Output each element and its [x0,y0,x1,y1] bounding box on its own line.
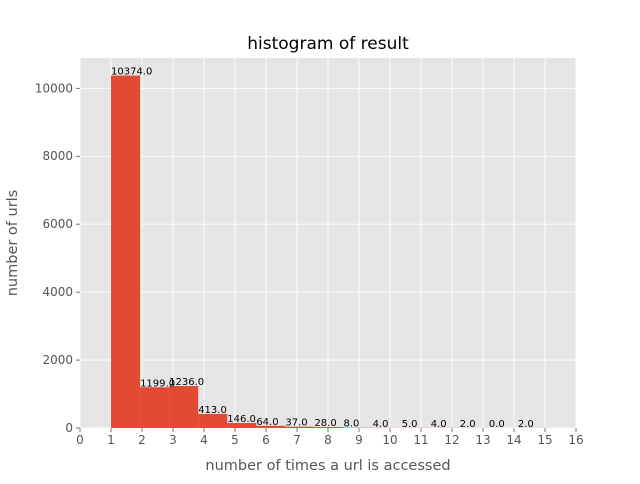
x-tick-label: 4 [200,433,208,447]
bar-value-label: 10374.0 [111,67,152,78]
bar-value-label: 5.0 [402,419,418,430]
bar-value-label: 146.0 [227,414,256,425]
bar-value-label: 37.0 [285,418,307,429]
x-tick-label: 11 [413,433,428,447]
x-tick-label: 9 [355,433,363,447]
x-tick-label: 12 [444,433,459,447]
x-tick-label: 5 [231,433,239,447]
y-tick-label: 0 [65,421,73,435]
histogram-bar [169,386,198,428]
y-tick-label: 8000 [42,149,73,163]
bar-value-label: 413.0 [198,405,227,416]
bar-value-label: 28.0 [314,418,336,429]
x-tick-label: 16 [568,433,583,447]
x-tick-label: 2 [138,433,146,447]
y-tick-label: 2000 [42,353,73,367]
histogram-bar [111,76,140,428]
x-tick-label: 13 [475,433,490,447]
x-tick-label: 3 [169,433,177,447]
x-tick-label: 8 [324,433,332,447]
x-tick-label: 0 [76,433,84,447]
bar-value-label: 4.0 [373,419,389,430]
bar-value-label: 1236.0 [169,377,204,388]
bar-value-label: 8.0 [344,419,360,430]
x-tick-label: 7 [293,433,301,447]
bar-value-label: 4.0 [431,419,447,430]
x-tick-label: 10 [382,433,397,447]
bar-value-label: 64.0 [256,417,278,428]
bar-value-label: 0.0 [489,419,505,430]
chart-title: histogram of result [247,34,409,54]
x-tick-label: 14 [506,433,521,447]
bar-value-label: 2.0 [460,419,476,430]
x-tick-label: 6 [262,433,270,447]
x-tick-label: 1 [107,433,115,447]
histogram-bar [198,414,227,428]
y-tick-label: 10000 [35,81,73,95]
bar-value-label: 2.0 [518,419,534,430]
histogram-bar [140,387,169,428]
y-tick-label: 4000 [42,285,73,299]
y-axis-label: number of urls [5,190,21,297]
y-tick-label: 6000 [42,217,73,231]
x-axis-label: number of times a url is accessed [205,458,450,474]
x-tick-label: 15 [537,433,552,447]
